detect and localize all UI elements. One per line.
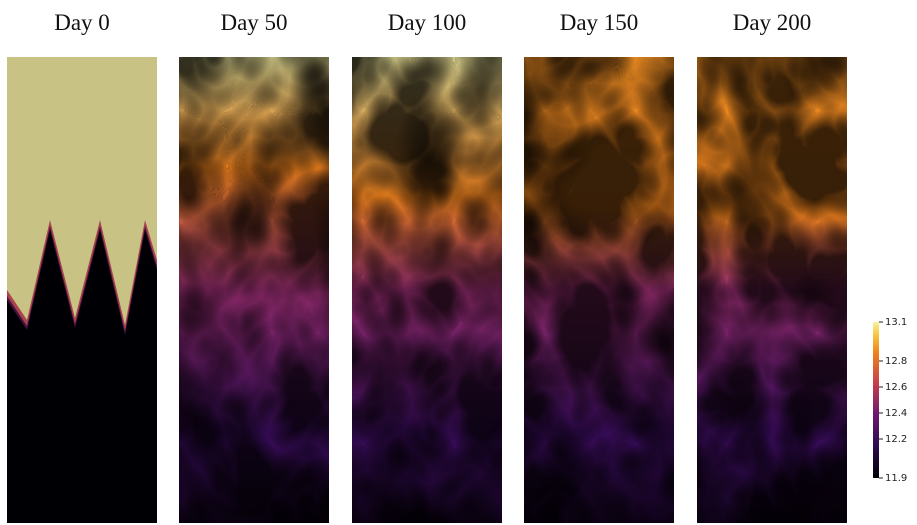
- figure: Day 0 Day 50 Day 100 Day 150 Day 200 11.9 12.2…: [0, 0, 917, 525]
- colorbar-tick-label: 12.2: [885, 434, 907, 445]
- colorbar-tick-label: 13.1: [885, 317, 907, 328]
- panel-title: Day 0: [54, 10, 110, 35]
- colorbar-tick-label: 12.6: [885, 382, 907, 393]
- colorbar-tick-label: 12.8: [885, 356, 907, 367]
- colorbar-tick-label: 11.9: [885, 473, 907, 484]
- panel-title: Day 50: [220, 10, 287, 35]
- colorbar: [873, 322, 879, 478]
- field-swirl-bright: [179, 57, 329, 523]
- page: {"panels": [{"title": "Day 0"}, {"title"…: [0, 0, 917, 525]
- colorbar-tick-label: 12.4: [885, 408, 907, 419]
- panel-title: Day 200: [733, 10, 812, 35]
- panel-title: Day 150: [560, 10, 639, 35]
- panel-title: Day 100: [388, 10, 467, 35]
- field-swirl-bright: [352, 57, 502, 523]
- field-swirl-bright: [697, 57, 847, 523]
- field-swirl-bright: [524, 57, 674, 523]
